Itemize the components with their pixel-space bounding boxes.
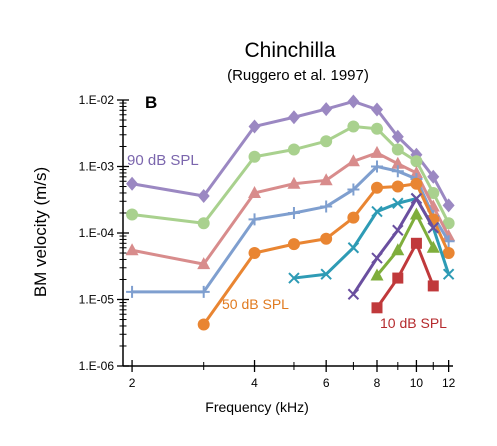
data-point: [371, 302, 383, 314]
data-point: [248, 119, 261, 134]
x-tick-label: 2: [129, 376, 136, 390]
data-point: [410, 177, 423, 190]
data-point: [126, 176, 139, 191]
data-point: [370, 181, 383, 194]
data-point: [347, 211, 360, 224]
data-point: [371, 205, 383, 218]
data-point: [287, 176, 301, 189]
data-point: [427, 222, 439, 234]
data-point: [197, 217, 210, 230]
x-tick-label: 8: [374, 376, 381, 390]
data-point: [410, 155, 423, 168]
series-line: [375, 212, 435, 277]
data-point: [126, 285, 139, 298]
data-point: [391, 180, 404, 193]
data-point: [126, 208, 139, 221]
data-point: [427, 169, 440, 184]
series-7: [347, 192, 439, 300]
data-point: [248, 185, 262, 198]
x-tick-label: 12: [442, 376, 456, 390]
data-point: [370, 145, 384, 158]
series-9: [371, 237, 439, 314]
series-line: [202, 182, 451, 327]
series-5: [197, 177, 455, 331]
data-point: [370, 122, 383, 135]
data-point: [427, 280, 439, 292]
y-axis-label: BM velocity (m/s): [31, 167, 50, 297]
data-point: [391, 156, 405, 169]
data-point: [248, 150, 261, 163]
data-point: [409, 207, 423, 220]
data-point: [391, 129, 404, 144]
x-tick-label: 6: [323, 376, 330, 390]
data-point: [347, 288, 360, 300]
data-point: [442, 268, 455, 280]
annotation-90db: 90 dB SPL: [127, 152, 199, 169]
data-point: [320, 135, 333, 148]
series-layer: [125, 94, 456, 331]
annotation-10db: 10 dB SPL: [380, 315, 447, 331]
series-4: [126, 160, 455, 298]
series-8: [370, 207, 440, 281]
data-point: [392, 224, 404, 236]
data-point: [287, 238, 300, 251]
axes-group: 1.E-06 1.E-05 1.E-04 1.E-03 1.E-02 2 4 6 8 10 12: [79, 93, 456, 390]
data-point: [371, 252, 383, 264]
annotation-50db: 50 dB SPL: [222, 296, 289, 312]
data-point: [320, 200, 333, 213]
x-tick-label: 10: [410, 376, 424, 390]
data-point: [426, 240, 440, 253]
data-point: [410, 237, 422, 249]
data-point: [427, 186, 440, 199]
x-axis-label: Frequency (kHz): [205, 399, 308, 415]
data-point: [287, 206, 300, 219]
data-point: [197, 318, 210, 331]
data-point: [409, 165, 423, 178]
data-point: [392, 272, 404, 284]
y-tick-label: 1.E-03: [79, 160, 115, 174]
data-point: [442, 247, 455, 260]
data-point: [319, 173, 333, 186]
data-point: [197, 189, 210, 204]
data-point: [320, 102, 333, 117]
data-point: [391, 143, 404, 156]
data-point: [287, 143, 300, 156]
data-point: [442, 217, 455, 230]
panel-label: B: [145, 93, 157, 112]
data-point: [197, 257, 211, 270]
data-point: [370, 268, 384, 281]
data-point: [248, 213, 261, 226]
data-point: [288, 272, 300, 284]
data-point: [320, 232, 333, 245]
x-tick-label: 4: [251, 376, 258, 390]
data-point: [347, 242, 360, 254]
data-point: [391, 165, 404, 178]
data-point: [347, 120, 360, 133]
data-point: [125, 243, 139, 256]
data-point: [392, 197, 404, 209]
y-tick-label: 1.E-06: [79, 359, 115, 373]
data-point: [347, 183, 360, 196]
data-point: [442, 198, 455, 213]
chart-title: Chinchilla: [244, 39, 335, 62]
data-point: [320, 268, 332, 280]
data-point: [248, 247, 261, 260]
y-tick-label: 1.E-02: [79, 93, 115, 107]
data-point: [347, 94, 360, 109]
data-point: [410, 192, 423, 205]
series-2: [126, 120, 455, 230]
data-point: [287, 110, 300, 125]
y-tick-label: 1.E-04: [79, 226, 115, 240]
chart-subtitle: (Ruggero et al. 1997): [227, 67, 369, 84]
series-line: [375, 241, 435, 310]
data-point: [346, 154, 360, 167]
data-point: [197, 285, 210, 298]
data-point: [391, 243, 405, 256]
data-point: [370, 160, 383, 173]
y-tick-label: 1.E-05: [79, 293, 115, 307]
data-point: [370, 102, 383, 117]
